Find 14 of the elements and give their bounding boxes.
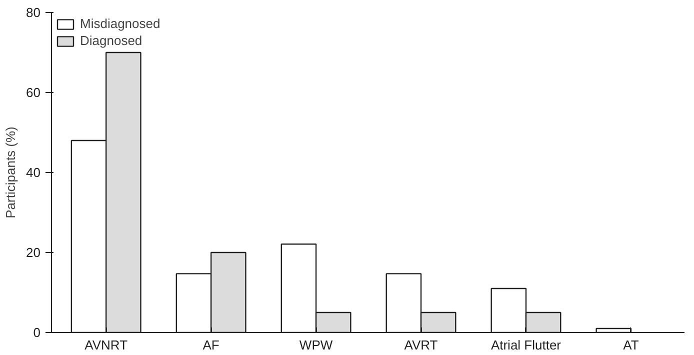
y-tick-label: 20 — [26, 245, 41, 260]
y-tick-label: 80 — [26, 5, 41, 20]
x-tick-label: WPW — [299, 338, 334, 352]
y-tick-label: 40 — [26, 165, 41, 180]
x-tick-label: Atrial Flutter — [490, 338, 562, 352]
y-tick-label: 60 — [26, 85, 41, 100]
x-tick-label: AVRT — [404, 338, 438, 352]
legend-label: Diagnosed — [80, 33, 142, 48]
x-tick-label: AT — [623, 338, 639, 352]
x-tick-label: AVNRT — [84, 338, 128, 352]
y-tick-label: 0 — [33, 325, 41, 340]
x-tick-label: AF — [202, 338, 220, 352]
y-axis-title: Participants (%) — [3, 126, 18, 218]
legend-label: Misdiagnosed — [80, 16, 160, 31]
